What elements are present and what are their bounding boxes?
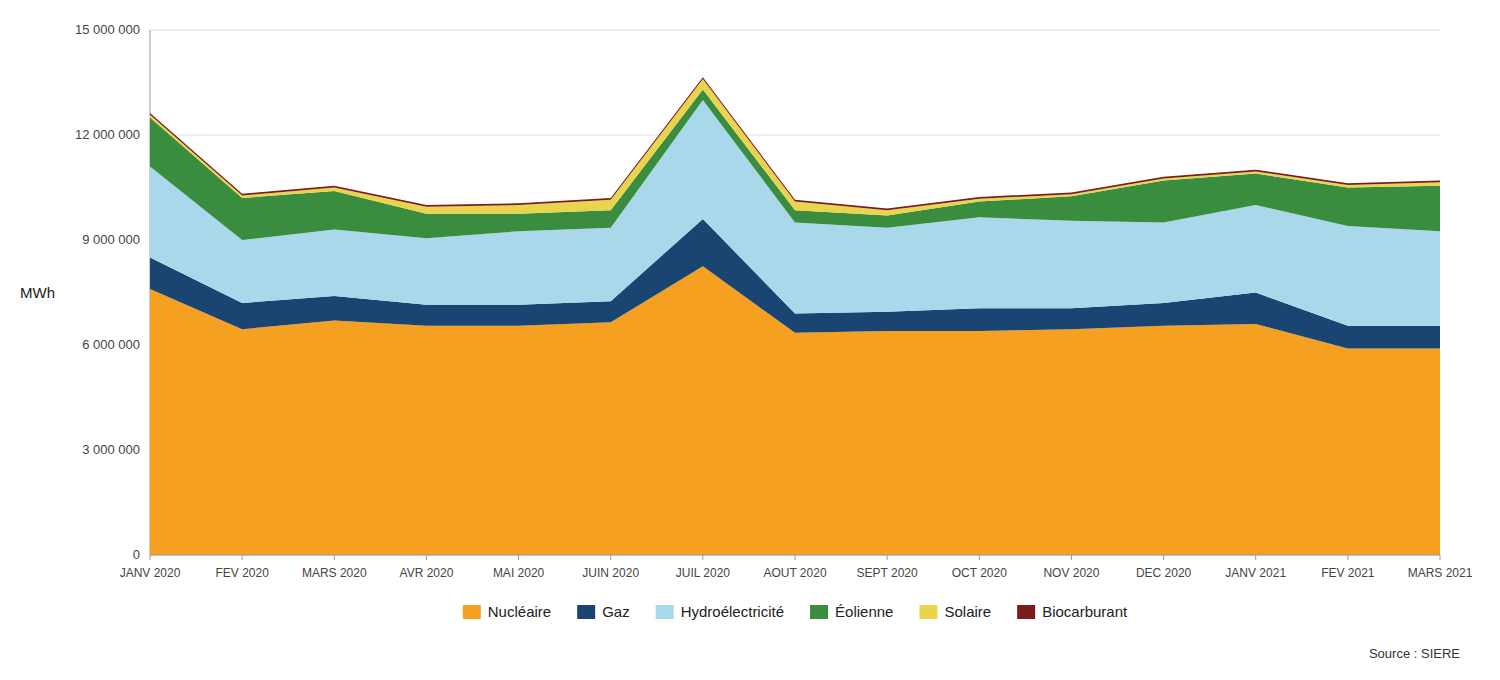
legend: Nucléaire Gaz Hydroélectricité Éolienne Sola… <box>463 603 1128 620</box>
chart: 0 3 000 000 6 000 000 9 000 000 12 000 000 15… <box>0 0 1500 680</box>
x-tick-label: FEV 2021 <box>1321 566 1375 580</box>
legend-label: Éolienne <box>835 603 893 620</box>
legend-item: Biocarburant <box>1017 603 1128 620</box>
x-tick-label: AVR 2020 <box>400 566 454 580</box>
legend-item: Gaz <box>577 603 630 620</box>
x-tick-label: JUIL 2020 <box>676 566 731 580</box>
y-tick-label: 3 000 000 <box>82 442 140 457</box>
x-tick <box>979 555 980 560</box>
legend-item: Hydroélectricité <box>656 603 784 620</box>
legend-label: Biocarburant <box>1042 603 1128 620</box>
x-tick-label: JANV 2021 <box>1225 566 1286 580</box>
areas <box>150 77 1440 555</box>
legend-label: Nucléaire <box>488 603 551 620</box>
legend-swatch <box>656 605 674 619</box>
x-tick <box>518 555 519 560</box>
x-tick <box>887 555 888 560</box>
x-tick-label: JANV 2020 <box>120 566 181 580</box>
y-tick-label: 12 000 000 <box>75 127 140 142</box>
x-tick-label: MARS 2020 <box>302 566 367 580</box>
x-tick <box>1347 555 1348 560</box>
x-tick <box>795 555 796 560</box>
x-tick <box>610 555 611 560</box>
x-tick-label: SEPT 2020 <box>857 566 918 580</box>
area <box>150 90 1440 241</box>
grid-line <box>150 135 1440 136</box>
x-tick <box>1440 555 1441 560</box>
legend-label: Hydroélectricité <box>681 603 784 620</box>
legend-label: Solaire <box>944 603 991 620</box>
area <box>150 79 1440 216</box>
legend-item: Nucléaire <box>463 603 551 620</box>
legend-item: Solaire <box>919 603 991 620</box>
source-note: Source : SIERE <box>1369 646 1460 661</box>
legend-swatch <box>1017 605 1035 619</box>
x-tick <box>702 555 703 560</box>
legend-item: Éolienne <box>810 603 893 620</box>
legend-swatch <box>810 605 828 619</box>
x-tick <box>334 555 335 560</box>
x-tick <box>1163 555 1164 560</box>
x-ticks: JANV 2020 FEV 2020 MARS 2020 AVR 2020 MAI 20… <box>120 555 1473 580</box>
x-tick <box>426 555 427 560</box>
y-grid <box>150 30 1440 555</box>
x-tick-label: JUIN 2020 <box>582 566 639 580</box>
x-tick-label: FEV 2020 <box>215 566 269 580</box>
x-tick-label: AOUT 2020 <box>763 566 826 580</box>
x-tick-label: NOV 2020 <box>1043 566 1099 580</box>
x-tick-label: DEC 2020 <box>1136 566 1192 580</box>
y-tick-label: 6 000 000 <box>82 337 140 352</box>
x-tick <box>150 555 151 560</box>
x-tick-label: OCT 2020 <box>952 566 1007 580</box>
x-tick <box>242 555 243 560</box>
legend-swatch <box>919 605 937 619</box>
y-tick-labels: 0 3 000 000 6 000 000 9 000 000 12 000 000 15… <box>75 22 140 562</box>
y-tick-label: 0 <box>133 547 140 562</box>
x-tick-label: MAI 2020 <box>493 566 545 580</box>
area <box>150 77 1440 210</box>
x-tick <box>1071 555 1072 560</box>
x-tick-label: MARS 2021 <box>1408 566 1473 580</box>
legend-swatch <box>463 605 481 619</box>
y-tick-label: 15 000 000 <box>75 22 140 37</box>
x-tick <box>1255 555 1256 560</box>
y-axis-label: MWh <box>20 284 55 301</box>
legend-label: Gaz <box>602 603 630 620</box>
grid-line <box>150 30 1440 31</box>
legend-swatch <box>577 605 595 619</box>
y-tick-label: 9 000 000 <box>82 232 140 247</box>
